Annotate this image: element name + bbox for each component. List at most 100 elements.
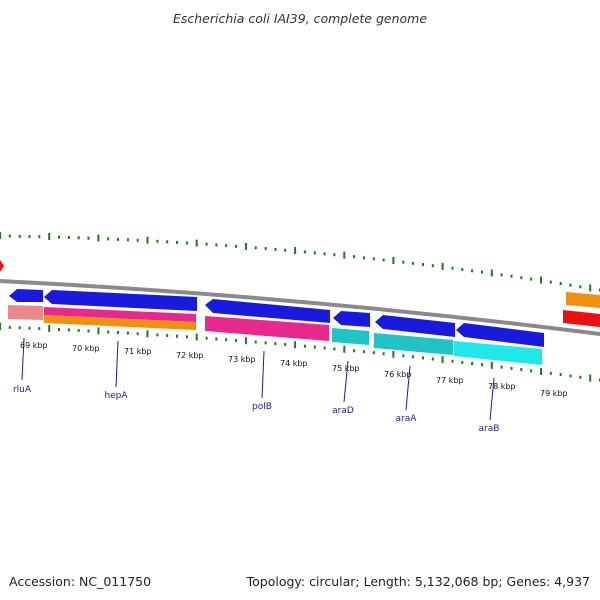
inner-minor-tick xyxy=(372,351,375,355)
outer-major-tick xyxy=(244,243,247,250)
outer-minor-tick xyxy=(402,260,405,264)
genome-backbone xyxy=(0,279,600,336)
outer-minor-tick xyxy=(461,268,464,271)
inner-minor-tick xyxy=(126,331,129,335)
outer-minor-tick xyxy=(254,246,257,250)
outer-minor-tick xyxy=(77,236,80,240)
feature-track xyxy=(8,292,600,365)
inner-minor-tick xyxy=(520,368,523,371)
genome-summary: Topology: circular; Length: 5,132,068 bp… xyxy=(246,574,590,589)
inner-minor-tick xyxy=(77,328,80,332)
inner-minor-tick xyxy=(559,373,562,377)
scale-label: 69 kbp xyxy=(20,341,48,350)
outer-minor-tick xyxy=(579,285,582,289)
outer-major-tick xyxy=(294,247,297,255)
outer-minor-tick xyxy=(520,276,523,280)
outer-tick-track xyxy=(0,232,600,292)
inner-minor-tick xyxy=(156,333,159,337)
left-edge-marker xyxy=(0,260,4,272)
feature-araD xyxy=(332,328,369,345)
outer-minor-tick xyxy=(136,238,139,242)
outer-major-tick xyxy=(540,276,542,284)
outer-minor-tick xyxy=(185,241,188,245)
scale-label: 71 kbp xyxy=(124,347,152,356)
inner-major-tick xyxy=(48,325,51,332)
outer-minor-tick xyxy=(471,269,474,273)
inner-major-tick xyxy=(146,330,149,338)
scale-label: 73 kbp xyxy=(228,355,256,364)
outer-minor-tick xyxy=(382,258,385,262)
inner-major-tick xyxy=(343,345,346,353)
gene-arrow-rluA xyxy=(9,289,43,302)
inner-minor-tick xyxy=(530,369,533,373)
outer-minor-tick xyxy=(8,234,11,238)
outer-minor-tick xyxy=(274,247,277,251)
inner-minor-tick xyxy=(510,366,513,370)
scale-label: 74 kbp xyxy=(280,359,308,368)
inner-major-tick xyxy=(490,361,493,369)
scale-label: 77 kbp xyxy=(436,376,464,385)
scale-label: 76 kbp xyxy=(384,370,412,379)
outer-minor-tick xyxy=(225,244,228,248)
gene-leaders xyxy=(21,337,495,421)
inner-major-tick xyxy=(97,327,100,335)
inner-minor-tick xyxy=(303,344,306,348)
inner-major-tick xyxy=(294,341,297,349)
inner-minor-tick xyxy=(402,354,405,358)
outer-minor-tick xyxy=(549,280,552,284)
inner-minor-tick xyxy=(274,342,277,346)
outer-major-tick xyxy=(392,257,395,264)
inner-minor-tick xyxy=(264,341,267,345)
outer-minor-tick xyxy=(313,251,316,255)
outer-minor-tick xyxy=(372,257,375,261)
outer-major-tick xyxy=(343,251,346,259)
inner-major-tick xyxy=(441,356,444,364)
outer-minor-tick xyxy=(264,247,267,251)
gene-arrow-araA xyxy=(375,315,455,337)
inner-minor-tick xyxy=(284,343,287,346)
map-title: Escherichia coli IAI39, complete genome xyxy=(173,11,427,26)
accession-text: Accession: NC_011750 xyxy=(9,574,151,589)
gene-arrow-polB xyxy=(205,299,330,323)
feature-right-orange xyxy=(566,292,600,308)
gene-label-rluA: rluA xyxy=(13,385,32,395)
outer-major-tick xyxy=(48,233,51,240)
outer-minor-tick xyxy=(333,253,336,257)
feature-rluA xyxy=(8,305,43,320)
outer-minor-tick xyxy=(107,237,110,241)
inner-minor-tick xyxy=(117,331,119,334)
inner-minor-tick xyxy=(185,335,188,339)
outer-minor-tick xyxy=(451,266,454,270)
inner-minor-tick xyxy=(451,359,454,363)
outer-minor-tick xyxy=(176,240,178,244)
outer-minor-tick xyxy=(323,252,326,256)
leader-araA xyxy=(405,365,411,411)
outer-minor-tick xyxy=(205,242,208,246)
feature-araA xyxy=(374,333,453,355)
gene-label-araD: araD xyxy=(332,406,354,416)
gene-label-araA: araA xyxy=(396,414,418,424)
outer-minor-tick xyxy=(28,235,31,238)
inner-minor-tick xyxy=(136,332,139,336)
gene-label-araB: araB xyxy=(479,424,500,434)
outer-minor-tick xyxy=(569,283,572,287)
inner-minor-tick xyxy=(166,334,169,337)
gene-arrow-hepA xyxy=(44,290,197,311)
outer-minor-tick xyxy=(481,270,483,274)
leader-araB xyxy=(489,377,495,421)
scale-label: 72 kbp xyxy=(176,351,204,360)
scale-label: 75 kbp xyxy=(332,364,360,373)
inner-major-tick xyxy=(244,337,247,345)
leader-araD xyxy=(343,360,349,403)
inner-minor-tick xyxy=(579,375,582,379)
inner-major-tick xyxy=(589,374,592,382)
inner-minor-tick xyxy=(87,329,90,333)
feature-polB xyxy=(205,316,329,341)
inner-minor-tick xyxy=(481,363,483,367)
outer-minor-tick xyxy=(67,236,70,239)
gene-label-polB: polB xyxy=(252,402,272,412)
inner-minor-tick xyxy=(323,346,326,350)
inner-minor-tick xyxy=(431,357,434,361)
inner-minor-tick xyxy=(254,340,257,344)
